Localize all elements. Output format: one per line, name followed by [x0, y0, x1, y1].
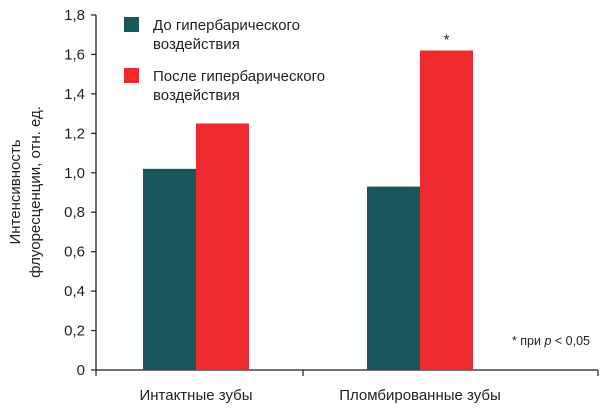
y-tick-label: 0,8	[64, 204, 85, 221]
y-axis-title-line-2: флуоресценции, отн. ед.	[27, 106, 44, 278]
legend-swatch	[124, 17, 139, 32]
legend: До гипербарического воздействия После гипе…	[124, 17, 325, 104]
legend-label: воздействия	[153, 36, 240, 53]
y-tick-label: 1,8	[64, 7, 85, 24]
y-tick-label: 1,0	[64, 165, 85, 182]
significance-mark: *	[444, 32, 450, 49]
y-tick-label: 0	[77, 362, 85, 379]
axes: 0 0,2 0,4 0,6 0,8 1,0 1,2 1,4 1,6 1,8 Интенсивност…	[7, 7, 599, 404]
legend-label: До гипербарического	[153, 17, 300, 34]
y-axis-title-line-1: Интенсивность	[7, 139, 24, 244]
x-category-label: Пломбированные зубы	[339, 387, 501, 404]
bar	[143, 168, 196, 370]
y-tick-label: 1,2	[64, 125, 85, 142]
x-category-label: Интактные зубы	[139, 387, 252, 404]
legend-label: После гипербарического	[153, 68, 325, 85]
bar	[196, 123, 249, 370]
significance-footnote: * при p < 0,05	[512, 334, 590, 348]
legend-swatch	[124, 68, 139, 83]
y-tick-label: 0,4	[64, 283, 85, 300]
y-tick-label: 0,2	[64, 323, 85, 340]
y-tick-label: 1,4	[64, 86, 85, 103]
bar	[367, 186, 420, 370]
y-tick-label: 0,6	[64, 244, 85, 261]
bar	[420, 50, 473, 370]
y-tick-label: 1,6	[64, 46, 85, 63]
legend-label: воздействия	[153, 87, 240, 104]
bars: *	[143, 32, 473, 370]
